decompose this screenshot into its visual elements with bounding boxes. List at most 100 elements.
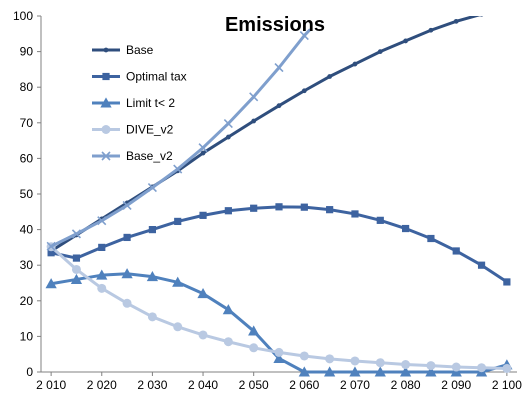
data-point (97, 216, 107, 226)
legend: Base Optimal tax Limit t< 2 DIVE_v2 Base_v2 (92, 43, 187, 163)
y-tick-label: 90 (20, 45, 34, 59)
data-point (301, 88, 307, 94)
data-point (299, 31, 309, 41)
legend-item: Base_v2 (92, 149, 173, 163)
y-tick-label: 40 (20, 223, 34, 237)
data-point (504, 10, 509, 15)
data-point (71, 229, 82, 239)
data-point (327, 74, 333, 79)
data-point (401, 360, 411, 370)
data-point (173, 164, 183, 174)
data-point (477, 261, 486, 269)
data-point (399, 366, 412, 377)
data-point (123, 233, 131, 242)
data-point (374, 366, 386, 377)
data-point (249, 343, 259, 353)
data-point (401, 224, 410, 233)
data-point (70, 273, 83, 284)
x-tick-label: 2 090 (441, 378, 471, 392)
x-tick-label: 2 070 (340, 378, 370, 392)
data-point (45, 278, 57, 289)
legend-item: Optimal tax (92, 70, 187, 84)
data-point (121, 268, 133, 279)
data-point (147, 183, 157, 193)
data-point (428, 27, 434, 33)
y-tick-label: 10 (20, 329, 34, 343)
data-point (326, 206, 334, 214)
data-point (376, 216, 384, 224)
series-line (49, 28, 311, 248)
data-point (250, 204, 258, 212)
data-point (98, 243, 106, 251)
data-point (273, 352, 285, 363)
x-tick-label: 2 100 (492, 378, 522, 392)
data-point (352, 61, 358, 67)
data-point (198, 143, 208, 153)
data-point (300, 203, 308, 211)
data-point (96, 269, 108, 280)
y-tick-label: 20 (20, 294, 34, 308)
legend-marker (102, 72, 110, 81)
x-tick-label: 2 060 (289, 378, 319, 392)
data-point (325, 354, 335, 364)
data-point (72, 254, 81, 262)
data-point (351, 210, 359, 218)
data-point (377, 49, 383, 54)
x-tick-label: 2 020 (87, 378, 117, 392)
data-point (46, 241, 56, 251)
data-point (403, 38, 408, 44)
data-point (148, 226, 157, 234)
data-point (375, 358, 385, 368)
series-lines (45, 10, 513, 377)
legend-marker (100, 97, 112, 108)
data-point (298, 366, 310, 377)
data-point (147, 312, 157, 322)
y-tick-label: 0 (26, 365, 33, 379)
data-point (251, 118, 257, 124)
series-line (49, 16, 481, 253)
series-limit-t-2 (45, 268, 513, 377)
data-point (200, 150, 206, 156)
data-point (225, 134, 231, 140)
data-point (146, 270, 159, 282)
y-tick-label: 30 (20, 258, 34, 272)
series-base (48, 10, 509, 254)
data-point (350, 356, 360, 366)
data-point (197, 288, 209, 299)
data-point (199, 211, 207, 219)
series-line (49, 205, 509, 284)
x-tick-label: 2 080 (391, 378, 421, 392)
data-point (453, 18, 459, 24)
chart-title: Emissions (225, 14, 325, 36)
data-point (249, 92, 259, 102)
x-tick-label: 2 010 (36, 378, 66, 392)
data-point (503, 278, 511, 286)
data-point (299, 351, 309, 361)
data-point (274, 347, 284, 357)
data-point (122, 298, 132, 308)
series-optimal-tax (47, 203, 511, 286)
data-point (222, 304, 234, 315)
legend-marker (101, 125, 111, 134)
legend-item: Base (92, 43, 154, 57)
legend-label: Limit t< 2 (126, 96, 175, 110)
data-point (452, 247, 460, 255)
data-point (274, 63, 284, 73)
data-point (276, 103, 282, 109)
data-point (427, 234, 435, 243)
legend-marker (103, 47, 109, 53)
data-point (172, 276, 184, 287)
y-tick-label: 60 (20, 151, 34, 165)
data-point (349, 366, 361, 377)
y-tick-label: 70 (20, 116, 34, 130)
data-point (224, 207, 232, 215)
data-point (425, 366, 437, 377)
data-point (248, 325, 260, 336)
data-point (97, 283, 107, 293)
legend-label: Optimal tax (126, 70, 187, 84)
data-point (71, 264, 81, 274)
legend-marker (101, 151, 111, 161)
data-point (275, 203, 283, 211)
